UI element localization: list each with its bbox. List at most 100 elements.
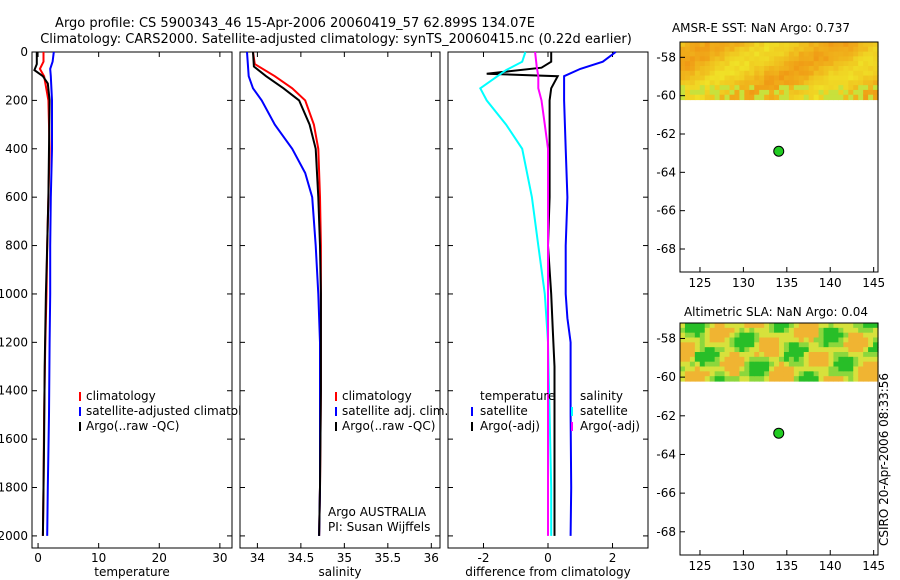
sla-map-cell <box>689 352 696 358</box>
sla-map-cell <box>818 352 825 358</box>
sst-map-cell <box>853 61 859 67</box>
sla-map-cell <box>858 332 864 339</box>
sla-map-cell <box>769 327 775 334</box>
sla-map-cell <box>858 323 864 329</box>
sla-map-cell <box>724 327 731 334</box>
sst-map-cell <box>853 70 859 77</box>
sst-map-cell <box>873 46 879 53</box>
sst-map-cell <box>689 80 696 86</box>
sst-map-cell <box>823 94 830 101</box>
sst-map-cell <box>714 75 721 81</box>
sst-map-cell <box>803 51 810 57</box>
sst-map-cell <box>788 42 795 48</box>
sla-map-cell <box>798 323 805 329</box>
sla-map-cell <box>803 352 810 358</box>
sst-map-cell <box>793 70 800 77</box>
sla-map-cell <box>684 366 691 372</box>
sst-map-cell <box>709 70 716 77</box>
sla-map-cell <box>853 356 859 363</box>
sst-map-cell <box>813 46 820 53</box>
sla-map-cell <box>709 332 716 339</box>
sla-map-cell <box>808 337 815 343</box>
sla-map-cell <box>714 371 721 377</box>
sla-map-cell <box>680 323 686 329</box>
sla-map-cell <box>699 332 706 339</box>
sst-map-cell <box>853 89 859 96</box>
sla-map-cell <box>759 337 765 343</box>
sst-map-panel: AMSR-E SST: NaN Argo: 0.737 125 130 135 140… <box>656 21 885 290</box>
series-argo-raw-qc- <box>33 52 51 536</box>
sla-map-cell <box>684 352 691 358</box>
sst-map-cell <box>868 80 874 86</box>
sla-map-cell <box>704 356 711 363</box>
sst-map-cell <box>873 89 879 96</box>
sst-map-cell <box>808 46 815 53</box>
sst-map-cell <box>729 70 736 77</box>
sla-map-cell <box>734 356 740 363</box>
sst-map-cell <box>709 94 716 101</box>
sla-map-cell <box>764 371 770 377</box>
sst-map-cell <box>739 51 745 57</box>
sst-map-cell <box>739 56 745 62</box>
sla-map-cell <box>818 337 825 343</box>
sst-map-cell <box>734 46 740 53</box>
sla-map-cell <box>684 371 691 377</box>
sst-map-cell <box>759 42 765 48</box>
sla-map-cell <box>868 361 874 368</box>
sst-map-cell <box>734 61 740 67</box>
sst-map-cell <box>828 85 835 91</box>
sla-map-cell <box>853 366 859 372</box>
sla-map-cell <box>779 371 785 377</box>
sst-map-cell <box>714 61 721 67</box>
sla-map-cell <box>823 327 830 334</box>
sla-map-cell <box>779 342 785 348</box>
sst-map-cell <box>734 56 740 62</box>
sla-map-cell <box>788 361 795 368</box>
sst-map-cell <box>838 75 844 81</box>
sla-map-cell <box>863 323 869 329</box>
sst-map-cell <box>764 46 770 53</box>
sst-map-cell <box>823 65 830 72</box>
sla-map-border <box>679 322 879 556</box>
sla-map-cell <box>818 323 825 329</box>
sla-map-cell <box>798 361 805 368</box>
series-temperature-satellite <box>563 51 617 536</box>
sst-map-cell <box>833 85 839 91</box>
sla-map-cell <box>803 356 810 363</box>
sla-map-cell <box>769 323 775 329</box>
sst-map-cell <box>729 94 736 101</box>
sst-map-cell <box>793 94 800 101</box>
sla-map-cell <box>714 323 721 329</box>
sst-map-cell <box>734 51 740 57</box>
sst-map-cell <box>779 80 785 86</box>
sst-map-cell <box>744 80 750 86</box>
temperature-xtick-label: 30 <box>212 551 227 565</box>
sla-map-cell <box>694 332 701 339</box>
sla-map-cell <box>769 352 775 358</box>
sla-map-cell <box>764 332 770 339</box>
sst-map-cell <box>699 85 706 91</box>
sst-map-cell <box>838 51 844 57</box>
sst-map-cell <box>808 89 815 96</box>
sla-map-cell <box>873 371 879 377</box>
sst-map-cell <box>793 80 800 86</box>
sla-map-cell <box>798 366 805 372</box>
sst-map-cell <box>793 89 800 96</box>
sst-map-cell <box>734 70 740 77</box>
sla-map-cell <box>848 376 854 382</box>
sla-map-cell <box>764 376 770 382</box>
sla-map-cell <box>699 323 706 329</box>
sla-map-cell <box>858 371 864 377</box>
sla-map-cell <box>729 356 736 363</box>
sla-map-cell <box>873 337 879 343</box>
sst-map-cell <box>828 94 835 101</box>
sst-map-cell <box>694 46 701 53</box>
sst-map-cell <box>749 51 755 57</box>
sst-map-cell <box>838 46 844 53</box>
sst-map-cell <box>684 94 691 101</box>
sla-map-cell <box>744 352 750 358</box>
sla-map-cell <box>759 347 765 353</box>
sla-map-cell <box>729 332 736 339</box>
sst-map-cell <box>704 51 711 57</box>
sst-map-cell <box>714 80 721 86</box>
